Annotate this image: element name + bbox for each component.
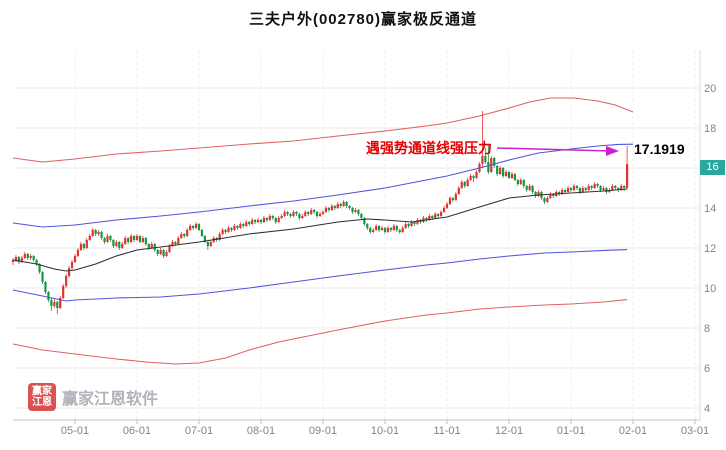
- x-axis-label: 01-01: [557, 425, 585, 437]
- x-axis-label: 09-01: [309, 425, 337, 437]
- y-axis-label: 14: [704, 203, 716, 215]
- y-axis-label: 4: [704, 403, 710, 415]
- logo-text-top: 赢家: [32, 386, 52, 397]
- middle-black-channel-line: [12, 188, 628, 272]
- x-axis-label: 11-01: [433, 425, 460, 437]
- y-axis-label: 8: [704, 323, 710, 335]
- x-axis-label: 05-01: [61, 425, 89, 437]
- pressure-annotation-text: 遇强势通道线强压力: [366, 140, 492, 156]
- x-axis-label: 12-01: [495, 425, 523, 437]
- logo-text-bottom: 江恩: [32, 397, 52, 408]
- x-axis-label: 08-01: [247, 425, 275, 437]
- x-axis-label: 02-01: [619, 425, 647, 437]
- watermark-text: 赢家江恩软件: [62, 391, 159, 408]
- x-axis-label: 03-01: [681, 425, 709, 437]
- lower-red-channel-line: [12, 299, 628, 365]
- watermark: 赢家 江恩 赢家江恩软件: [28, 383, 158, 411]
- y-axis-label: 12: [704, 243, 716, 255]
- pressure-price-label: 17.1919: [634, 141, 685, 157]
- x-axis-label: 06-01: [123, 425, 151, 437]
- upper-red-channel-line: [12, 97, 634, 163]
- y-axis-label: 10: [704, 283, 716, 295]
- candles: [11, 111, 629, 314]
- x-axis-label: 07-01: [185, 425, 213, 437]
- y-axis-label: 18: [704, 123, 716, 135]
- y-axis-label: 6: [704, 363, 710, 375]
- y-axis-label: 20: [704, 83, 716, 95]
- pressure-arrow: [496, 147, 611, 152]
- x-axis-label: 10-01: [371, 425, 399, 437]
- pressure-arrowhead: [606, 146, 619, 156]
- upper-blue-channel-line: [12, 143, 634, 228]
- chart-title: 三夫户外(002780)赢家极反通道: [248, 11, 478, 28]
- current-price-tag: 16: [700, 160, 725, 175]
- yingjia-logo-icon: 赢家 江恩: [28, 383, 56, 411]
- lower-blue-channel-line: [12, 249, 628, 302]
